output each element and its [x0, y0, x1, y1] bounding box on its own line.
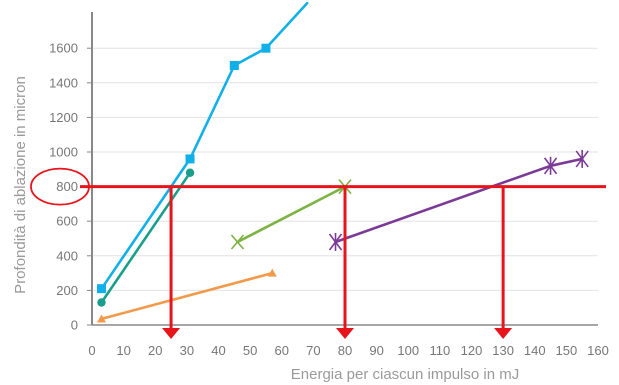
series-0-point-3	[261, 43, 271, 53]
series-4-point-2	[575, 149, 589, 168]
series-0-point-0	[96, 284, 106, 294]
series-4	[328, 149, 589, 251]
reference-arrow-130	[494, 186, 513, 339]
x-tick-labels: 0 10 20 30 40 50 60 70 80 90 100 110 120 130 140 150 160	[88, 343, 608, 358]
x-tick-label-0: 0	[88, 343, 95, 358]
x-tick-label-70: 70	[306, 343, 320, 358]
x-tick-label-30: 30	[180, 343, 194, 358]
y-tick-label-600: 600	[56, 214, 78, 229]
reference-arrow-25	[162, 186, 181, 339]
x-axis-title: Energia per ciascun impulso in mJ	[291, 366, 519, 383]
series-0-point-1	[185, 154, 195, 164]
reference-arrow-80	[336, 186, 354, 339]
series-2-point-1	[267, 268, 277, 277]
series-line-2	[100, 271, 274, 321]
x-tick-label-60: 60	[275, 343, 289, 358]
series-1-point-0	[97, 298, 106, 307]
y-tick-label-1000: 1000	[49, 145, 78, 160]
x-tick-label-10: 10	[116, 343, 130, 358]
reference-lines	[30, 167, 606, 339]
x-tick-label-120: 120	[461, 343, 483, 358]
series-0	[96, 1, 309, 294]
highlight-circle	[30, 167, 90, 206]
x-tick-label-130: 130	[492, 343, 514, 358]
x-tick-label-50: 50	[243, 343, 257, 358]
x-tick-label-80: 80	[338, 343, 352, 358]
x-tick-label-160: 160	[587, 343, 609, 358]
series-1	[97, 168, 195, 307]
x-tick-label-100: 100	[397, 343, 419, 358]
series-4-point-0	[328, 232, 343, 251]
series-line-0	[100, 1, 309, 291]
y-axis-title: Profondità di ablazione in micron	[12, 76, 29, 294]
axes	[87, 12, 598, 326]
y-tick-label-400: 400	[56, 248, 78, 263]
series-2	[96, 268, 277, 323]
y-tick-label-800: 800	[56, 179, 78, 194]
series-line-3	[236, 185, 347, 244]
y-tick-label-200: 200	[56, 283, 78, 298]
y-tick-label-0: 0	[71, 318, 78, 333]
series-line-1	[100, 171, 192, 304]
series-3-point-0	[230, 234, 245, 250]
series-line-4	[334, 157, 584, 244]
y-tick-label-1200: 1200	[49, 110, 78, 125]
series-4-point-1	[543, 156, 558, 175]
series-0-point-2	[229, 61, 239, 70]
series-1-point-1	[185, 168, 195, 177]
x-tick-label-90: 90	[369, 343, 383, 358]
x-tick-label-150: 150	[556, 343, 578, 358]
x-tick-label-40: 40	[211, 343, 225, 358]
series-2-point-0	[96, 314, 106, 323]
series-group	[96, 1, 589, 323]
x-tick-label-110: 110	[430, 343, 451, 358]
x-tick-label-20: 20	[148, 343, 162, 358]
y-tick-label-1400: 1400	[49, 75, 78, 90]
x-tick-label-140: 140	[524, 343, 546, 358]
y-tick-labels: 0 200 400 600 800 1000 1200 1400 1600	[49, 41, 78, 333]
y-tick-label-1600: 1600	[49, 41, 78, 56]
